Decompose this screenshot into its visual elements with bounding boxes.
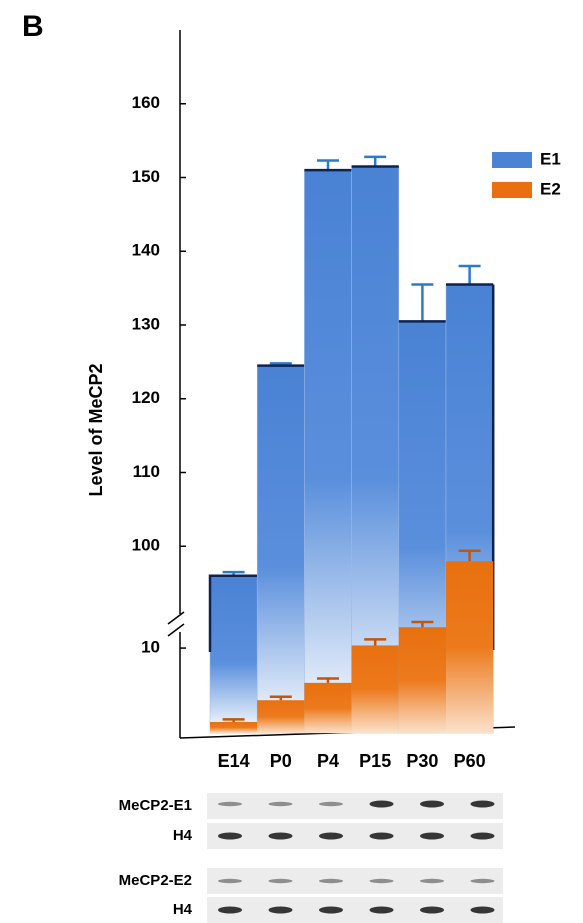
bar <box>304 683 351 733</box>
blot-band <box>269 833 293 840</box>
y-tick-label: 100 <box>132 536 160 555</box>
blot-strip <box>207 897 503 923</box>
blot-band <box>269 802 293 806</box>
blot-band <box>319 802 343 806</box>
blot-band <box>269 879 293 883</box>
blot-label: H4 <box>173 901 193 918</box>
y-tick-label: 110 <box>133 462 160 481</box>
y-axis-label: Level of MeCP2 <box>86 363 106 496</box>
error-bar <box>364 157 386 167</box>
page: {"chart_data": {"type": "bar", "panel_la… <box>0 0 583 923</box>
blot-band <box>420 879 444 883</box>
blot-label: MeCP2-E1 <box>119 797 192 814</box>
x-tick-label: P60 <box>454 751 486 771</box>
axis-break <box>168 612 184 624</box>
bar <box>304 170 351 733</box>
bar <box>352 645 399 733</box>
legend-swatch <box>492 152 532 168</box>
bar <box>399 627 446 733</box>
x-tick-label: P4 <box>317 751 339 771</box>
blot-band <box>319 879 343 883</box>
x-tick-label: P15 <box>359 751 391 771</box>
blot-band <box>370 801 394 808</box>
blot-band <box>420 801 444 808</box>
blot-band <box>370 879 394 883</box>
blot-band <box>420 833 444 840</box>
legend-label: E1 <box>540 149 561 168</box>
blot-strip <box>207 823 503 849</box>
blot-label: MeCP2-E2 <box>119 872 192 889</box>
y-tick-label: 160 <box>132 93 160 112</box>
blot-strip <box>207 868 503 894</box>
blot-band <box>471 801 495 808</box>
blot-band <box>218 879 242 883</box>
blot-band <box>370 833 394 840</box>
blot-band <box>471 833 495 840</box>
legend-label: E2 <box>540 179 561 198</box>
blot-strip <box>207 793 503 819</box>
y-tick-label: 120 <box>132 388 160 407</box>
bar <box>257 700 304 733</box>
blot-band <box>471 907 495 914</box>
panel-label: B <box>22 10 44 43</box>
blot-band <box>471 879 495 883</box>
chart: B Level of MeCP2 100 110 120 130 140 150 160 10… <box>0 0 583 923</box>
blot-band <box>319 907 343 914</box>
x-tick-label: P30 <box>406 751 438 771</box>
blot-band <box>218 802 242 806</box>
error-bar <box>317 161 339 171</box>
x-tick-label: E14 <box>218 751 250 771</box>
error-bar <box>459 266 481 284</box>
legend-swatch <box>492 182 532 198</box>
blot-band <box>218 907 242 914</box>
blot-label: H4 <box>173 827 193 844</box>
bar <box>446 561 493 733</box>
y-tick-label: 150 <box>132 167 160 186</box>
blot-band <box>420 907 444 914</box>
error-bar <box>411 284 433 321</box>
x-tick-label: P0 <box>270 751 292 771</box>
axis-break <box>168 624 184 636</box>
blot-band <box>218 833 242 840</box>
bar <box>257 366 304 733</box>
y-tick-label: 130 <box>132 314 160 333</box>
blot-band <box>370 907 394 914</box>
y-tick-label: 10 <box>141 638 160 657</box>
bar <box>210 576 257 733</box>
blot-band <box>319 833 343 840</box>
bar <box>210 722 257 733</box>
blot-band <box>269 907 293 914</box>
y-tick-label: 140 <box>132 241 160 260</box>
